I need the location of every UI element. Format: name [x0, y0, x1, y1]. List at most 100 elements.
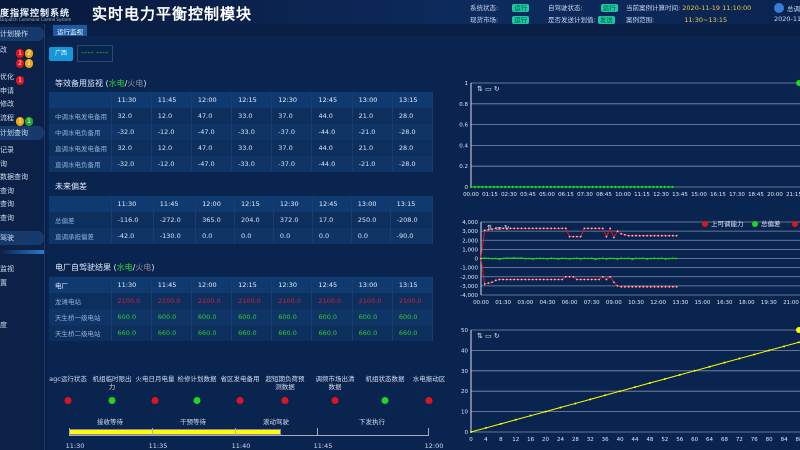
- header-cell: 13:15: [390, 196, 434, 212]
- tab-run-monitor[interactable]: 运行监视: [53, 25, 87, 36]
- sidebar-item-label: 修改: [0, 100, 14, 108]
- legend-marker: [702, 221, 708, 227]
- sidebar-item[interactable]: 修改: [0, 99, 15, 111]
- series-point: [667, 185, 670, 189]
- table-row[interactable]: 天生桥二级电站 660.0 660.0 660.0 660.0 660.0 660.0 660…: [49, 325, 434, 341]
- tick-label: 12:00: [424, 442, 444, 450]
- x-tick-label: 00:00: [473, 300, 489, 306]
- cell: 32.0: [111, 108, 152, 124]
- series-1-point: [487, 257, 490, 260]
- cell: 28.0: [392, 108, 434, 124]
- series-0-point: [579, 235, 582, 238]
- count-badge: 2: [25, 49, 33, 58]
- cell: -42.0: [111, 228, 154, 244]
- logo-subtitle: Dispatch Command Control System: [0, 17, 72, 22]
- cell: 2100.0: [271, 293, 313, 309]
- toolbox-icons[interactable]: ⇅ ▭ ↻: [477, 332, 500, 340]
- series-0-point: [635, 234, 637, 237]
- series-2-point: [638, 285, 641, 288]
- count-badge: 1: [16, 49, 24, 58]
- cell: -21.0: [352, 156, 393, 172]
- series-1-point: [605, 258, 608, 260]
- user-name[interactable]: 总调: [787, 5, 800, 13]
- case-range: 11:30~13:15: [684, 16, 728, 24]
- toolbox-icons[interactable]: ⇅ ▭ ↻: [477, 85, 500, 93]
- sidebar-item[interactable]: 询: [0, 159, 7, 168]
- indicator-label: 水电振动区: [412, 375, 446, 383]
- series-1-point: [646, 258, 648, 260]
- series-point: [618, 185, 621, 189]
- sidebar-item[interactable]: 度: [0, 321, 7, 329]
- series-0-point: [583, 227, 586, 230]
- table-row[interactable]: 中调水电负备用 -32.0 -12.0 -47.0 -33.0 -37.0 -44.0 -21…: [49, 124, 434, 140]
- series-point: [481, 185, 484, 189]
- series-1-point: [672, 257, 674, 260]
- cell: 600.0: [151, 309, 192, 325]
- status-dot-red: [64, 397, 72, 404]
- table-row[interactable]: 龙滩电站 2100.0 2100.0 2100.0 2100.0 2100.0 2100.0…: [49, 293, 434, 309]
- sidebar-item[interactable]: 查询: [0, 200, 14, 208]
- status-dot-green: [193, 397, 201, 404]
- header-cell: [49, 92, 112, 108]
- table-row[interactable]: 直调承担偏差 -42.0 -130.0 0.0 0.0 0.0 0.0 0.0 -90.0: [49, 228, 434, 244]
- legend-label: 上可调能力: [711, 219, 744, 228]
- cell: -28.0: [392, 156, 434, 172]
- region-button[interactable]: 广西: [49, 47, 73, 61]
- series-2-point: [605, 278, 608, 281]
- x-tick-label: 12:30: [653, 192, 669, 198]
- status-dot-red: [331, 397, 339, 404]
- series-2-point: [531, 278, 534, 281]
- x-tick-label: 24: [557, 437, 564, 443]
- cell: -28.0: [392, 124, 434, 140]
- series-1-point: [642, 257, 645, 260]
- sidebar-item[interactable]: 记录: [0, 146, 14, 154]
- cell: 47.0: [191, 140, 233, 156]
- sidebar-item[interactable]: 申请: [0, 86, 15, 98]
- sidebar-item[interactable]: 监视: [0, 265, 14, 273]
- x-tick-label: 72: [736, 437, 743, 443]
- series-2-point: [635, 285, 637, 288]
- header-cell: 12:45: [312, 196, 352, 212]
- series-0-point: [624, 233, 626, 236]
- sidebar-item[interactable]: 置: [0, 279, 7, 287]
- table-row[interactable]: 直调水电发电备用 32.0 12.0 47.0 33.0 37.0 44.0 21.0 28.0: [49, 140, 434, 156]
- x-tick-label: 84: [781, 437, 788, 443]
- user-avatar-icon[interactable]: [774, 3, 784, 13]
- table-row[interactable]: 直调水电负备用 -32.0 -12.0 -47.0 -33.0 -37.0 -44.0 -21…: [49, 156, 434, 172]
- count-badge: 1: [16, 76, 24, 85]
- sidebar-item[interactable]: 数据查询: [0, 173, 28, 181]
- series-1-point: [653, 257, 656, 260]
- series-2-point: [550, 278, 553, 281]
- series-2-line: [480, 258, 677, 288]
- sidebar-section-plan-ops[interactable]: 计划操作: [0, 27, 44, 41]
- cell: 0.0: [195, 228, 235, 244]
- cell: -33.0: [231, 124, 273, 140]
- series-point: [545, 185, 549, 189]
- table-row[interactable]: 总偏差 -116.0 -272.0 365.0 204.0 372.0 17.0 250.0-…: [49, 212, 434, 228]
- legend-label: 总偏差: [761, 219, 781, 228]
- sidebar-item[interactable]: 优化 1: [0, 72, 24, 85]
- sidebar-item[interactable]: 查询: [0, 186, 14, 195]
- series-point: [656, 185, 659, 189]
- cell: 660.0: [151, 325, 192, 341]
- x-tick-label: 19:30: [761, 300, 777, 306]
- series-0-point: [594, 227, 597, 230]
- sidebar-item[interactable]: 流程 1 1: [0, 113, 33, 126]
- cell: 12.0: [151, 140, 192, 156]
- status-badge: 发送: [597, 16, 615, 24]
- sidebar-item[interactable]: 查询: [0, 213, 14, 222]
- x-tick-label: 07:30: [577, 192, 593, 198]
- sidebar-section-plan-query[interactable]: 计划查询: [0, 126, 44, 140]
- series-1-point: [502, 257, 505, 260]
- x-tick-label: 20: [542, 437, 549, 443]
- table-row[interactable]: 中调水电发电备用 32.0 12.0 47.0 33.0 37.0 44.0 21.0 28.0: [49, 108, 434, 124]
- series-0-point: [642, 234, 645, 237]
- x-tick-label: 8: [499, 437, 503, 443]
- sidebar-section-drive[interactable]: 驾驶: [0, 231, 44, 245]
- table-row[interactable]: 天生桥一级电站 600.0 600.0 600.0 600.0 600.0 600.0 600…: [49, 309, 434, 325]
- x-tick-label: 52: [661, 437, 668, 443]
- series-2-point: [498, 278, 501, 281]
